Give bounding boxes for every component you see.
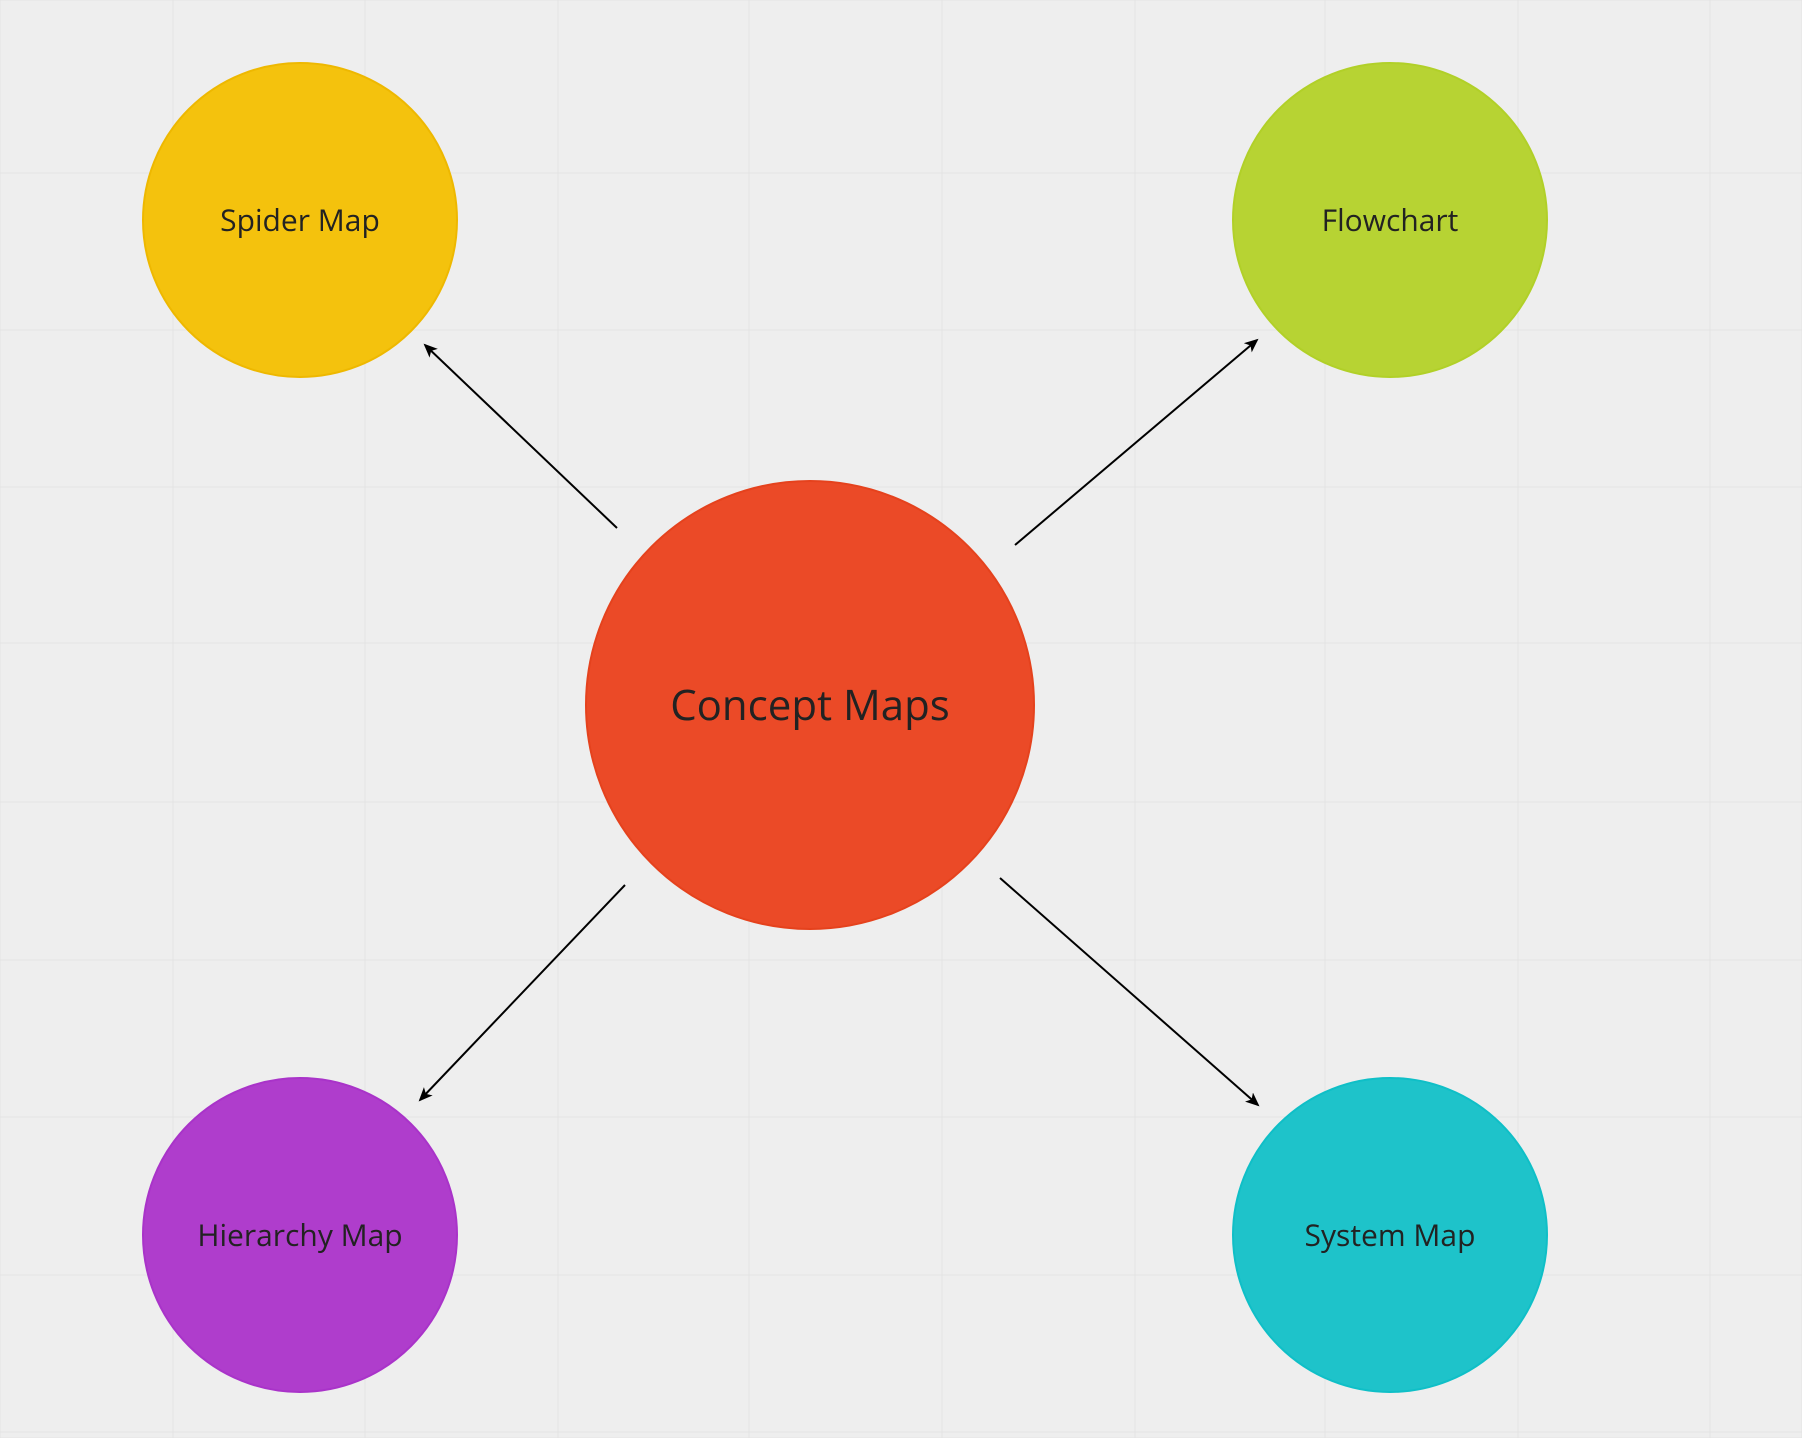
- node-system-map[interactable]: System Map: [1232, 1077, 1548, 1393]
- node-hierarchy-map[interactable]: Hierarchy Map: [142, 1077, 458, 1393]
- node-label: System Map: [1305, 1217, 1476, 1253]
- edge-concept-maps-to-flowchart: [1015, 340, 1257, 545]
- node-label: Hierarchy Map: [197, 1217, 402, 1253]
- node-spider-map[interactable]: Spider Map: [142, 62, 458, 378]
- node-flowchart[interactable]: Flowchart: [1232, 62, 1548, 378]
- node-label: Flowchart: [1322, 202, 1459, 238]
- edge-concept-maps-to-system-map: [1000, 878, 1258, 1105]
- edge-concept-maps-to-spider-map: [425, 345, 617, 528]
- node-concept-maps[interactable]: Concept Maps: [585, 480, 1035, 930]
- edge-concept-maps-to-hierarchy-map: [420, 885, 625, 1100]
- diagram-canvas[interactable]: Concept Maps Spider Map Flowchart Hierarchy…: [0, 0, 1802, 1438]
- node-label: Spider Map: [220, 202, 380, 238]
- node-label: Concept Maps: [670, 680, 950, 730]
